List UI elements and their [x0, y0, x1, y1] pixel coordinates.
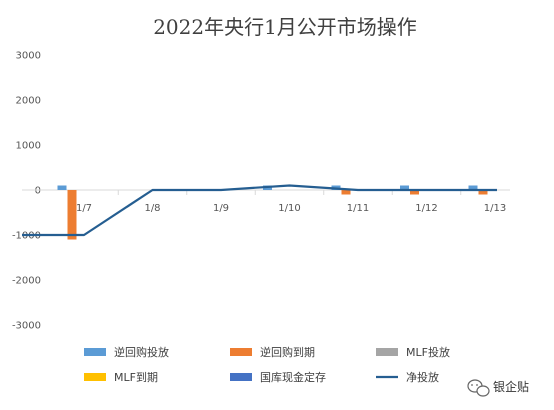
- series-lines: [22, 184, 497, 237]
- x-tick-label: 1/9: [213, 203, 229, 214]
- bar-1-6: [478, 190, 488, 195]
- bar-1-4: [341, 190, 351, 195]
- y-tick-label: 0: [35, 186, 41, 197]
- watermark: 银企贴: [467, 379, 529, 397]
- legend-label: 国库现金定存: [260, 370, 326, 384]
- legend-label: 逆回购到期: [260, 345, 315, 359]
- wechat-icon: [467, 379, 490, 397]
- bar-0-0: [57, 185, 67, 190]
- chart-title: 2022年央行1月公开市场操作: [153, 15, 417, 39]
- legend-swatch: [376, 348, 398, 356]
- watermark-text: 银企贴: [493, 379, 529, 394]
- bar-1-0: [67, 190, 77, 240]
- legend: 逆回购投放 逆回购到期 MLF投放 MLF到期 国库现金定存 净投放: [84, 345, 450, 384]
- x-tick-label: 1/7: [76, 203, 92, 214]
- legend-label: 净投放: [406, 370, 439, 384]
- legend-swatch: [84, 348, 106, 356]
- y-tick-label: -2000: [12, 276, 41, 287]
- x-tick-label: 1/13: [484, 203, 506, 214]
- x-tick-label: 1/8: [144, 203, 160, 214]
- y-tick-label: 1000: [16, 141, 41, 152]
- x-tick-label: 1/11: [347, 203, 369, 214]
- bar-0-6: [468, 185, 478, 190]
- x-tick-label: 1/10: [278, 203, 300, 214]
- bar-0-5: [400, 185, 409, 190]
- legend-label: 逆回购投放: [114, 345, 169, 359]
- x-axis-ticks: 1/7 1/8 1/9 1/10 1/11 1/12 1/13: [76, 190, 506, 214]
- y-tick-label: 3000: [16, 51, 41, 62]
- legend-label: MLF到期: [114, 371, 158, 384]
- x-tick-label: 1/12: [415, 203, 437, 214]
- y-tick-label: 2000: [16, 96, 41, 107]
- legend-swatch: [230, 348, 252, 356]
- legend-swatch: [230, 373, 252, 381]
- legend-swatch: [84, 373, 106, 381]
- series-line-net: [22, 184, 497, 237]
- legend-label: MLF投放: [406, 345, 450, 359]
- y-tick-label: -3000: [12, 321, 41, 332]
- bar-1-5: [410, 190, 419, 195]
